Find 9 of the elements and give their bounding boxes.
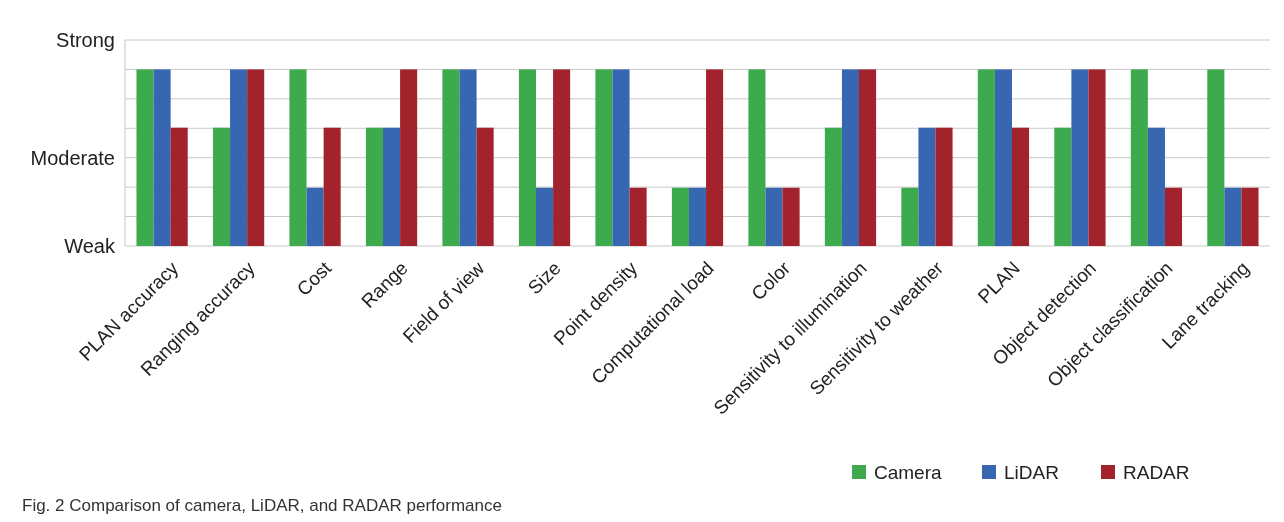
x-tick-label: Cost (292, 256, 336, 300)
text: Moderate (30, 146, 115, 169)
legend-label: RADAR (1123, 461, 1190, 483)
legend-label: Camera (874, 461, 943, 483)
legend-label: LiDAR (1004, 461, 1059, 483)
text: Weak (64, 235, 116, 257)
caption: Fig. 2 Comparison of camera, LiDAR, and RADAR performance (22, 496, 502, 515)
text: Strong (56, 29, 115, 51)
x-tick-label: Size (523, 257, 565, 299)
